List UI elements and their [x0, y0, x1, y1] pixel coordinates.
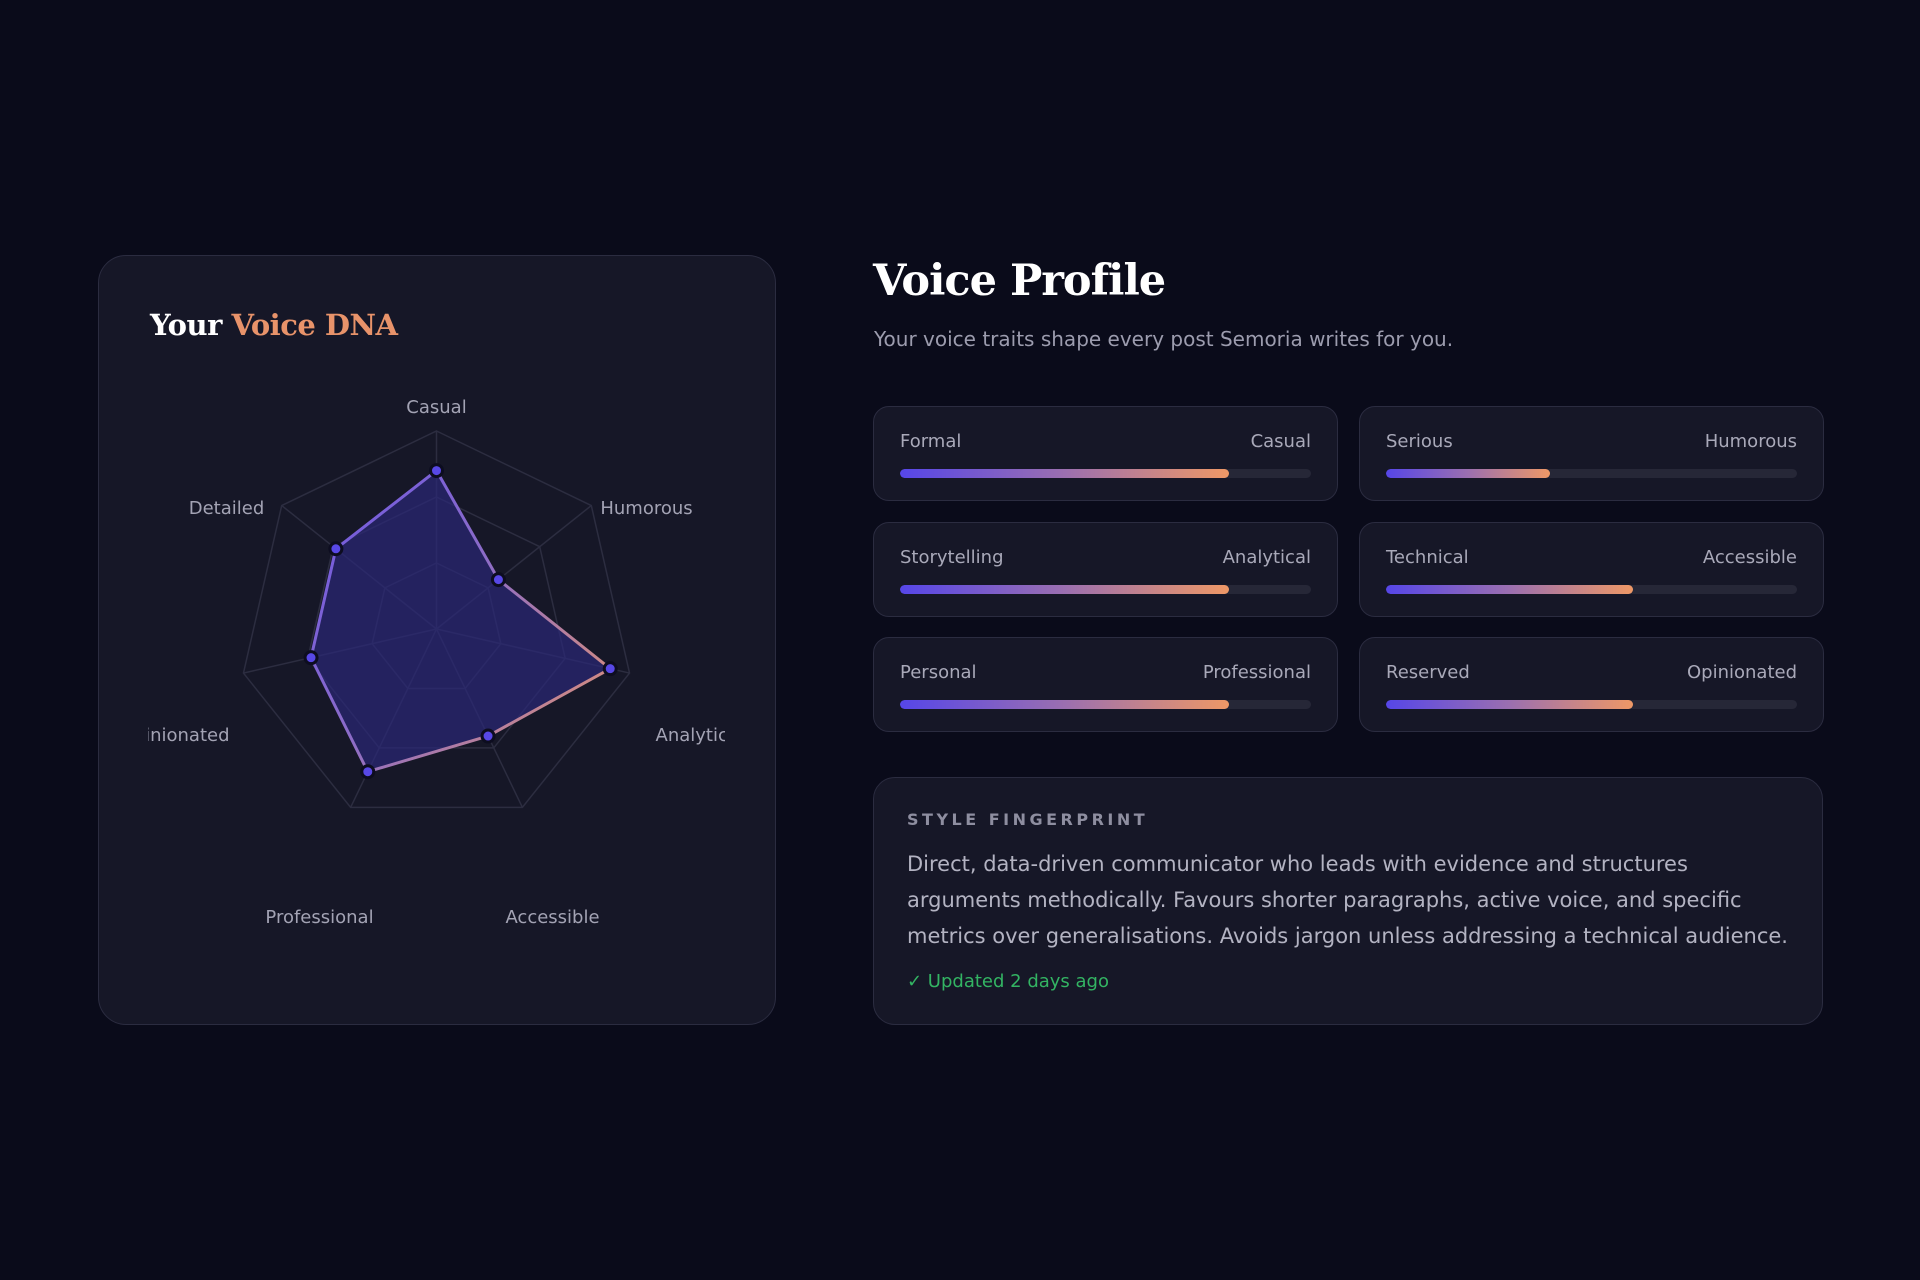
trait-slider-track: [900, 585, 1311, 594]
title-accent: Voice DNA: [231, 308, 399, 342]
page-subtitle: Your voice traits shape every post Semor…: [874, 327, 1454, 351]
trait-right-label: Casual: [1250, 431, 1311, 452]
radar-axis-label: Professional: [265, 907, 373, 928]
fingerprint-text: Direct, data-driven communicator who lea…: [907, 852, 1788, 948]
trait-right-label: Professional: [1202, 662, 1311, 683]
trait-slider-track: [900, 469, 1311, 478]
radar-axis-label: Opinionated: [148, 725, 230, 746]
style-fingerprint-card: STYLE FINGERPRINT Direct, data-driven co…: [873, 777, 1823, 1025]
trait-left-label: Technical: [1386, 547, 1469, 568]
trait-slider-fill: [1386, 700, 1633, 709]
radar-axis-label: Casual: [406, 397, 466, 418]
trait-slider-track: [900, 700, 1311, 709]
radar-grid-ring: [242, 430, 631, 809]
trait-card: Formal Casual: [873, 406, 1338, 501]
trait-slider-fill: [1386, 585, 1633, 594]
trait-slider-track: [1386, 700, 1797, 709]
fingerprint-label: STYLE FINGERPRINT: [907, 810, 1149, 829]
trait-card: Storytelling Analytical: [873, 522, 1338, 617]
trait-slider-fill: [1386, 469, 1551, 478]
trait-right-label: Accessible: [1702, 547, 1797, 568]
trait-card: Reserved Opinionated: [1359, 637, 1824, 732]
voice-dna-title: Your Voice DNA: [150, 308, 398, 342]
radar-axis-label: Accessible: [505, 907, 599, 928]
trait-left-label: Formal: [900, 431, 962, 452]
radar-point: [429, 463, 444, 479]
trait-left-label: Serious: [1386, 431, 1453, 452]
trait-right-label: Humorous: [1704, 431, 1797, 452]
trait-slider-track: [1386, 585, 1797, 594]
radar-axis-label: Detailed: [189, 498, 265, 519]
trait-left-label: Reserved: [1386, 662, 1470, 683]
radar-point: [490, 572, 506, 588]
updated-status: ✓ Updated 2 days ago: [907, 971, 1109, 992]
trait-slider-fill: [900, 700, 1229, 709]
radar-point: [328, 541, 344, 557]
radar-point: [480, 728, 496, 744]
trait-slider-fill: [900, 585, 1229, 594]
trait-card: Serious Humorous: [1359, 406, 1824, 501]
trait-left-label: Storytelling: [900, 547, 1004, 568]
trait-right-label: Opinionated: [1686, 662, 1797, 683]
title-prefix: Your: [150, 308, 222, 342]
radar-point: [303, 650, 319, 666]
radar-axis-label: Analytical: [656, 725, 726, 746]
trait-right-label: Analytical: [1222, 547, 1311, 568]
trait-left-label: Personal: [900, 662, 977, 683]
trait-slider-fill: [900, 469, 1229, 478]
radar-point: [602, 661, 618, 677]
radar-point: [360, 764, 376, 780]
trait-card: Technical Accessible: [1359, 522, 1824, 617]
radar-area: [309, 469, 612, 774]
trait-slider-track: [1386, 469, 1797, 478]
radar-axis-label: Humorous: [600, 498, 692, 519]
trait-card: Personal Professional: [873, 637, 1338, 732]
page-title: Voice Profile: [873, 256, 1166, 306]
voice-radar-chart: Casual Humorous Analytical Accessible Profes…: [148, 397, 726, 928]
